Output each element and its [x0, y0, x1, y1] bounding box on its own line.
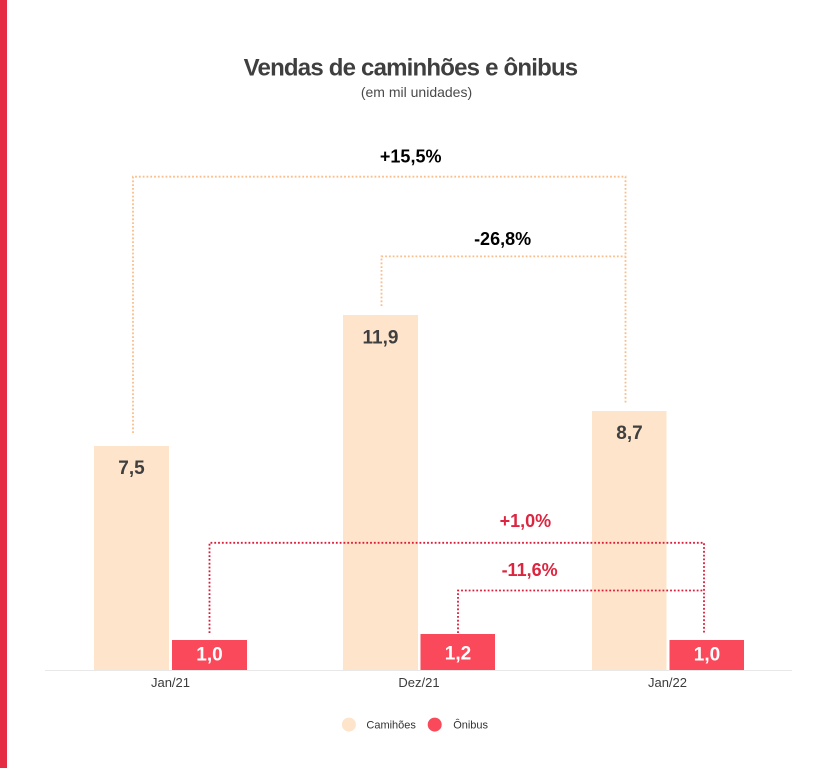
svg-text:Camihões: Camihões — [366, 720, 416, 732]
svg-text:Jan/22: Jan/22 — [648, 675, 687, 690]
svg-text:Ônibus: Ônibus — [453, 719, 488, 732]
svg-text:-11,6%: -11,6% — [502, 560, 558, 580]
svg-text:1,0: 1,0 — [694, 645, 720, 666]
svg-text:+1,0%: +1,0% — [500, 511, 552, 531]
svg-text:+15,5%: +15,5% — [380, 147, 442, 167]
svg-text:Dez/21: Dez/21 — [398, 675, 439, 690]
svg-text:Vendas de caminhões e ônibus: Vendas de caminhões e ônibus — [244, 55, 578, 82]
svg-text:1,2: 1,2 — [445, 644, 471, 665]
svg-text:-26,8%: -26,8% — [474, 229, 531, 249]
svg-text:1,0: 1,0 — [196, 645, 222, 666]
svg-text:(em mil unidades): (em mil unidades) — [361, 84, 472, 100]
svg-text:Jan/21: Jan/21 — [151, 675, 190, 690]
svg-text:7,5: 7,5 — [118, 458, 145, 479]
svg-text:8,7: 8,7 — [616, 423, 642, 444]
svg-text:11,9: 11,9 — [363, 328, 399, 349]
